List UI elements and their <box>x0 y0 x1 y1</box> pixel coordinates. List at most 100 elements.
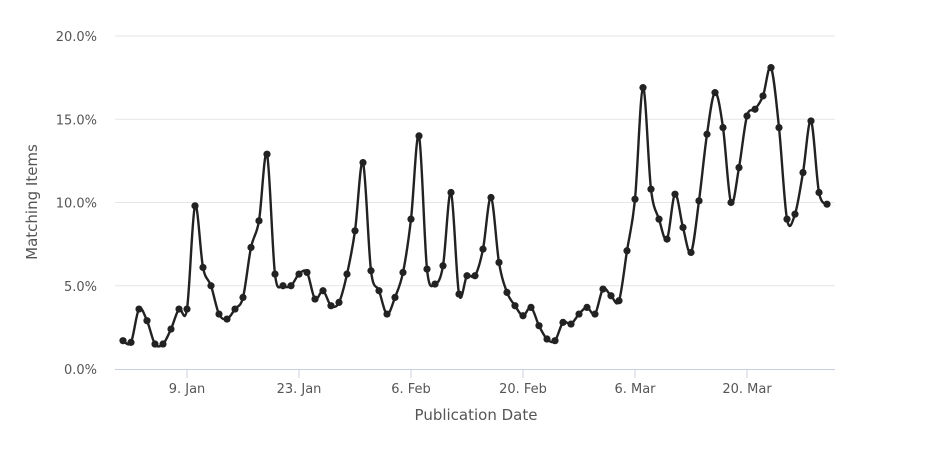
data-point[interactable] <box>383 310 391 318</box>
data-point[interactable] <box>119 337 127 345</box>
data-point[interactable] <box>631 195 639 203</box>
data-point[interactable] <box>807 117 815 125</box>
data-point[interactable] <box>671 190 679 198</box>
data-point[interactable] <box>183 305 191 313</box>
data-point[interactable] <box>167 325 175 333</box>
data-point[interactable] <box>367 267 375 275</box>
data-point[interactable] <box>679 223 687 232</box>
data-point[interactable] <box>719 123 727 132</box>
data-point[interactable] <box>711 89 719 97</box>
data-point[interactable] <box>143 317 151 325</box>
data-point[interactable] <box>519 312 527 320</box>
data-point[interactable] <box>239 293 247 302</box>
data-point[interactable] <box>447 188 455 197</box>
data-point[interactable] <box>303 268 311 277</box>
data-point[interactable] <box>567 320 575 328</box>
x-tick-label: 20. Mar <box>722 382 772 397</box>
data-point[interactable] <box>639 84 647 92</box>
data-point[interactable] <box>479 245 487 253</box>
x-tick-label: 23. Jan <box>277 382 322 397</box>
data-point[interactable] <box>327 302 335 310</box>
data-point[interactable] <box>815 188 823 197</box>
data-point[interactable] <box>615 297 623 305</box>
data-point[interactable] <box>727 198 735 207</box>
data-point[interactable] <box>503 288 511 297</box>
data-point[interactable] <box>223 315 231 323</box>
data-point[interactable] <box>247 243 255 252</box>
data-point[interactable] <box>439 262 447 270</box>
data-point[interactable] <box>495 258 503 267</box>
data-point[interactable] <box>287 282 295 290</box>
data-point[interactable] <box>775 123 783 132</box>
data-point[interactable] <box>527 303 535 311</box>
data-point[interactable] <box>623 247 631 255</box>
data-point[interactable] <box>551 337 559 345</box>
data-point[interactable] <box>255 217 263 225</box>
data-point[interactable] <box>199 263 207 272</box>
x-axis-title: Publication Date <box>415 406 538 424</box>
data-point[interactable] <box>279 282 287 290</box>
data-point[interactable] <box>471 272 479 280</box>
data-point[interactable] <box>311 295 319 303</box>
data-point[interactable] <box>431 280 439 288</box>
data-point[interactable] <box>663 235 671 243</box>
data-point[interactable] <box>767 64 775 72</box>
data-point[interactable] <box>391 293 399 302</box>
data-point[interactable] <box>191 202 199 210</box>
data-point[interactable] <box>535 322 543 330</box>
data-point[interactable] <box>751 105 759 113</box>
y-tick-label: 0.0% <box>64 363 97 378</box>
data-point[interactable] <box>543 335 551 343</box>
data-point[interactable] <box>599 285 607 293</box>
data-point[interactable] <box>207 282 215 290</box>
data-point[interactable] <box>231 305 239 313</box>
data-point[interactable] <box>695 197 703 205</box>
axes: 0.0% 5.0% 10.0% 15.0% 20.0% 9. Jan 23. Jan 6. F… <box>56 30 835 397</box>
data-point[interactable] <box>607 292 615 300</box>
series-points <box>119 64 831 348</box>
y-tick-label: 10.0% <box>56 197 97 212</box>
data-point[interactable] <box>271 270 279 278</box>
data-point[interactable] <box>759 92 767 100</box>
data-point[interactable] <box>687 248 695 257</box>
data-point[interactable] <box>487 193 495 202</box>
data-point[interactable] <box>591 310 599 318</box>
data-point[interactable] <box>743 112 751 120</box>
data-point[interactable] <box>343 270 351 278</box>
data-point[interactable] <box>511 302 519 310</box>
data-point[interactable] <box>647 185 655 193</box>
data-point[interactable] <box>135 305 143 313</box>
data-point[interactable] <box>151 340 159 348</box>
data-point[interactable] <box>159 340 167 348</box>
data-point[interactable] <box>823 200 831 208</box>
data-point[interactable] <box>407 215 415 223</box>
data-point[interactable] <box>175 305 183 313</box>
data-point[interactable] <box>559 318 567 326</box>
data-point[interactable] <box>319 287 327 295</box>
data-point[interactable] <box>423 265 431 273</box>
series-line <box>121 65 829 348</box>
data-point[interactable] <box>415 132 423 140</box>
data-point[interactable] <box>735 163 743 172</box>
data-point[interactable] <box>455 290 463 298</box>
data-point[interactable] <box>351 227 359 235</box>
data-point[interactable] <box>335 298 343 306</box>
data-point[interactable] <box>295 270 303 278</box>
data-point[interactable] <box>791 210 799 218</box>
data-point[interactable] <box>375 287 383 295</box>
data-point[interactable] <box>127 338 135 346</box>
data-point[interactable] <box>359 158 367 167</box>
data-point[interactable] <box>799 168 807 177</box>
data-point[interactable] <box>583 303 591 311</box>
data-point[interactable] <box>215 310 223 318</box>
data-point[interactable] <box>703 130 711 138</box>
data-point[interactable] <box>399 268 407 277</box>
x-tick-label: 6. Mar <box>614 382 656 397</box>
data-point[interactable] <box>263 150 271 158</box>
data-point[interactable] <box>575 310 583 318</box>
data-point[interactable] <box>463 272 471 280</box>
data-point[interactable] <box>655 215 663 223</box>
data-point[interactable] <box>783 215 791 223</box>
